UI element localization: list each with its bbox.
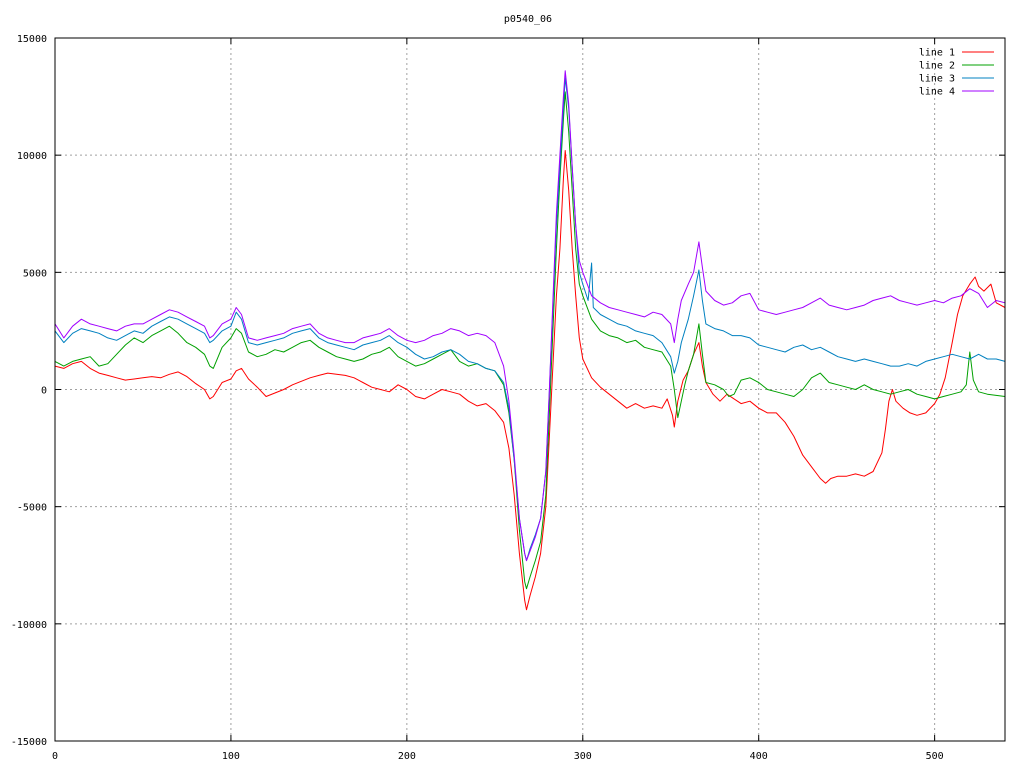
legend-label: line 3 [919,74,955,85]
plot-frame [54,37,1006,742]
y-tick-label: 0 [41,386,47,397]
gridlines [55,38,1005,741]
y-tick-label: 10000 [17,151,47,162]
x-axis-ticks: 0 100 200 300 400 500 [52,38,944,762]
chart-title: p0540_06 [504,14,552,25]
x-tick-label: 500 [926,751,944,762]
legend-label: line 1 [919,48,955,59]
y-tick-label: 15000 [17,34,47,45]
y-tick-label: -5000 [17,503,47,514]
x-tick-label: 0 [52,751,58,762]
series-line-4 [54,70,1006,562]
y-tick-label: -10000 [11,620,47,631]
series-line-1 [54,150,1006,611]
x-tick-label: 100 [222,751,240,762]
x-tick-label: 200 [398,751,416,762]
x-tick-label: 300 [574,751,592,762]
y-tick-label: -15000 [11,737,47,748]
series-line-2 [54,91,1006,590]
legend-label: line 2 [919,61,955,72]
legend: line 1 line 2 line 3 line 4 [919,48,994,98]
series-line-3 [54,77,1006,562]
x-tick-label: 400 [750,751,768,762]
y-tick-label: 5000 [23,268,47,279]
legend-label: line 4 [919,87,955,98]
y-axis-ticks: -15000 -10000 -5000 0 5000 10000 15000 [11,34,1005,748]
series-lines [54,70,1006,611]
